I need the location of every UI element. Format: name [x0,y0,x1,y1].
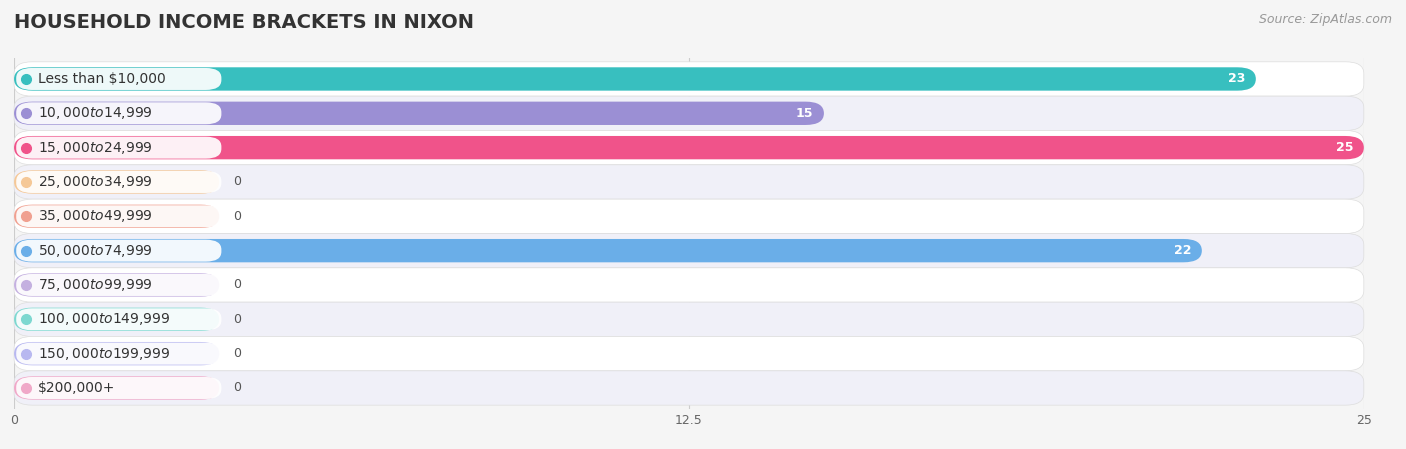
Text: 0: 0 [233,278,240,291]
FancyBboxPatch shape [14,376,219,400]
FancyBboxPatch shape [17,377,221,399]
Text: 0: 0 [233,347,240,360]
FancyBboxPatch shape [14,302,1364,336]
FancyBboxPatch shape [17,343,221,365]
FancyBboxPatch shape [14,62,1364,96]
FancyBboxPatch shape [17,136,221,158]
FancyBboxPatch shape [14,268,1364,302]
Text: $150,000 to $199,999: $150,000 to $199,999 [38,346,170,361]
FancyBboxPatch shape [17,274,221,296]
Text: 22: 22 [1174,244,1191,257]
Text: $25,000 to $34,999: $25,000 to $34,999 [38,174,153,190]
FancyBboxPatch shape [14,205,219,228]
FancyBboxPatch shape [14,233,1364,268]
Text: 0: 0 [233,313,240,326]
FancyBboxPatch shape [17,205,221,227]
FancyBboxPatch shape [14,371,1364,405]
FancyBboxPatch shape [14,308,219,331]
FancyBboxPatch shape [17,102,221,124]
FancyBboxPatch shape [14,342,219,365]
Text: $100,000 to $149,999: $100,000 to $149,999 [38,311,170,327]
FancyBboxPatch shape [17,308,221,330]
FancyBboxPatch shape [17,68,221,90]
Text: $10,000 to $14,999: $10,000 to $14,999 [38,106,153,121]
Text: Source: ZipAtlas.com: Source: ZipAtlas.com [1258,13,1392,26]
Text: HOUSEHOLD INCOME BRACKETS IN NIXON: HOUSEHOLD INCOME BRACKETS IN NIXON [14,13,474,32]
Text: 0: 0 [233,176,240,189]
Text: 0: 0 [233,210,240,223]
FancyBboxPatch shape [14,136,1364,159]
Text: $200,000+: $200,000+ [38,381,115,395]
Text: 15: 15 [796,107,813,120]
FancyBboxPatch shape [14,131,1364,165]
Text: 23: 23 [1227,72,1246,85]
FancyBboxPatch shape [14,336,1364,371]
FancyBboxPatch shape [14,273,219,297]
Text: $75,000 to $99,999: $75,000 to $99,999 [38,277,153,293]
Text: 0: 0 [233,382,240,395]
FancyBboxPatch shape [14,165,1364,199]
Text: 25: 25 [1336,141,1353,154]
Text: $35,000 to $49,999: $35,000 to $49,999 [38,208,153,224]
FancyBboxPatch shape [17,171,221,193]
Text: $15,000 to $24,999: $15,000 to $24,999 [38,140,153,156]
FancyBboxPatch shape [14,170,219,194]
Text: $50,000 to $74,999: $50,000 to $74,999 [38,242,153,259]
FancyBboxPatch shape [17,240,221,262]
FancyBboxPatch shape [14,96,1364,131]
FancyBboxPatch shape [14,101,824,125]
FancyBboxPatch shape [14,239,1202,262]
FancyBboxPatch shape [14,199,1364,233]
FancyBboxPatch shape [14,67,1256,91]
Text: Less than $10,000: Less than $10,000 [38,72,166,86]
